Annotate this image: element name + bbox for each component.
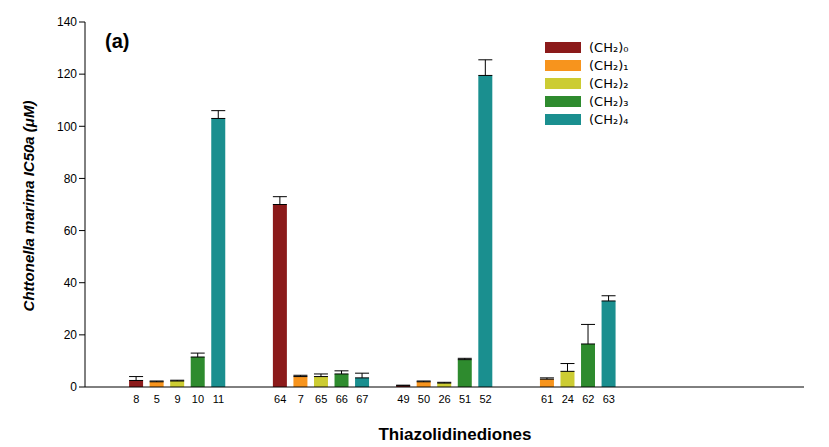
html-text:(CH₂)₁: (CH₂)₁ [589, 57, 629, 73]
svg-text:61: 61 [541, 393, 553, 405]
svg-text:63: 63 [603, 393, 615, 405]
html-text:(CH₂)₀: (CH₂)₀ [589, 39, 629, 55]
svg-text:Thiazolidinediones: Thiazolidinediones [378, 425, 531, 444]
svg-text:100: 100 [57, 120, 77, 134]
svg-text:140: 140 [57, 15, 77, 29]
svg-text:60: 60 [64, 224, 78, 238]
svg-text:62: 62 [582, 393, 594, 405]
svg-text:51: 51 [459, 393, 471, 405]
svg-text:64: 64 [274, 393, 286, 405]
svg-text:0: 0 [70, 380, 77, 394]
svg-text:24: 24 [562, 393, 574, 405]
svg-text:8: 8 [133, 393, 139, 405]
svg-text:50: 50 [418, 393, 430, 405]
svg-text:20: 20 [64, 328, 78, 342]
svg-text:80: 80 [64, 172, 78, 186]
svg-text:49: 49 [397, 393, 409, 405]
svg-text:120: 120 [57, 67, 77, 81]
svg-text:(a): (a) [105, 30, 129, 52]
svg-text:52: 52 [479, 393, 491, 405]
html-text:(CH₂)₂: (CH₂)₂ [589, 75, 629, 91]
svg-text:10: 10 [192, 393, 204, 405]
html-text:(CH₂)₄: (CH₂)₄ [589, 111, 629, 127]
svg-text:11: 11 [213, 393, 224, 405]
svg-text:40: 40 [64, 276, 78, 290]
html-text:(CH₂)₃: (CH₂)₃ [589, 93, 629, 109]
svg-text:9: 9 [174, 393, 180, 405]
svg-text:65: 65 [315, 393, 327, 405]
svg-text:7: 7 [298, 393, 304, 405]
svg-text:67: 67 [356, 393, 368, 405]
svg-text:26: 26 [438, 393, 450, 405]
svg-text:5: 5 [154, 393, 160, 405]
svg-text:66: 66 [336, 393, 348, 405]
svg-text:Chttonella marima IC50a (μM): Chttonella marima IC50a (μM) [20, 101, 37, 312]
